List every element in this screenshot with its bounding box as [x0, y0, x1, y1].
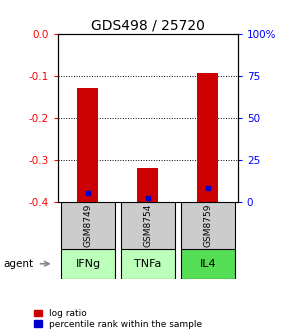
Text: TNFa: TNFa [134, 259, 162, 269]
Text: IFNg: IFNg [75, 259, 101, 269]
Bar [61, 202, 115, 249]
Bar [61, 249, 115, 279]
Bar [181, 249, 235, 279]
Legend: log ratio, percentile rank within the sample: log ratio, percentile rank within the sa… [34, 308, 203, 330]
Text: GSM8749: GSM8749 [84, 203, 93, 247]
Title: GDS498 / 25720: GDS498 / 25720 [91, 18, 205, 33]
Text: agent: agent [3, 259, 33, 269]
Text: GSM8759: GSM8759 [203, 203, 212, 247]
Bar [77, 88, 99, 202]
Bar [181, 202, 235, 249]
Text: GSM8754: GSM8754 [143, 203, 153, 247]
Bar [197, 74, 218, 202]
Bar [121, 202, 175, 249]
Text: IL4: IL4 [200, 259, 216, 269]
Bar [137, 168, 158, 202]
Bar [121, 249, 175, 279]
